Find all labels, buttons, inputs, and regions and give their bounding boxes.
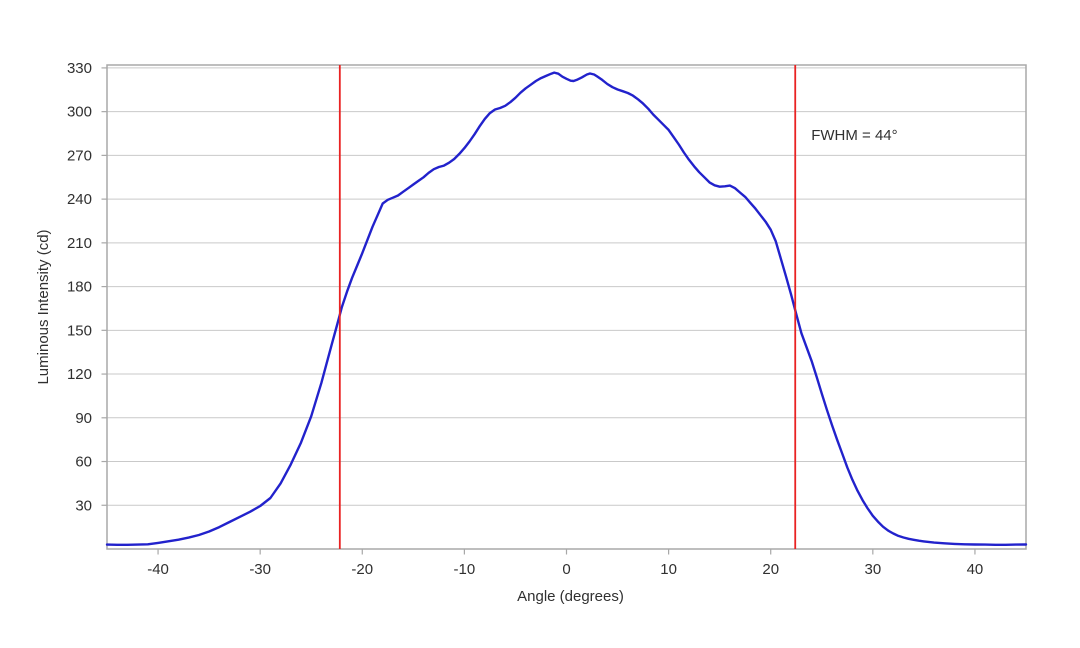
- y-tick-label: 30: [75, 497, 92, 514]
- x-tick-label: 20: [762, 561, 779, 578]
- y-tick-label: 240: [67, 191, 92, 208]
- x-axis-title: Angle (degrees): [517, 588, 624, 605]
- y-tick-label: 210: [67, 235, 92, 252]
- fwhm-reference-lines: [338, 65, 797, 549]
- x-tick-label: 30: [864, 561, 881, 578]
- x-tick-label: -30: [249, 561, 271, 578]
- axis-ticks: [101, 67, 976, 555]
- x-tick-label: -20: [351, 561, 373, 578]
- x-tick-label: 40: [967, 561, 984, 578]
- plot-frame: [106, 64, 1027, 550]
- gridlines: [107, 67, 1026, 506]
- x-tick-label: 10: [660, 561, 677, 578]
- y-tick-label: 270: [67, 147, 92, 164]
- y-tick-label: 60: [75, 454, 92, 471]
- y-tick-label: 330: [67, 60, 92, 77]
- tick-labels: -40 -30 -20 -10 0 10 20 30 40 30 60 90 120 150 180 210 2…: [67, 60, 983, 578]
- y-tick-label: 180: [67, 279, 92, 296]
- x-tick-label: -40: [147, 561, 169, 578]
- y-tick-label: 150: [67, 322, 92, 339]
- x-tick-label: 0: [562, 561, 570, 578]
- y-tick-label: 120: [67, 366, 92, 383]
- y-tick-label: 90: [75, 410, 92, 427]
- y-tick-label: 300: [67, 104, 92, 121]
- y-axis-title: Luminous Intensity (cd): [35, 229, 52, 384]
- fwhm-annotation: FWHM = 44°: [811, 127, 897, 144]
- intensity-curve: [105, 71, 1028, 546]
- x-tick-label: -10: [454, 561, 476, 578]
